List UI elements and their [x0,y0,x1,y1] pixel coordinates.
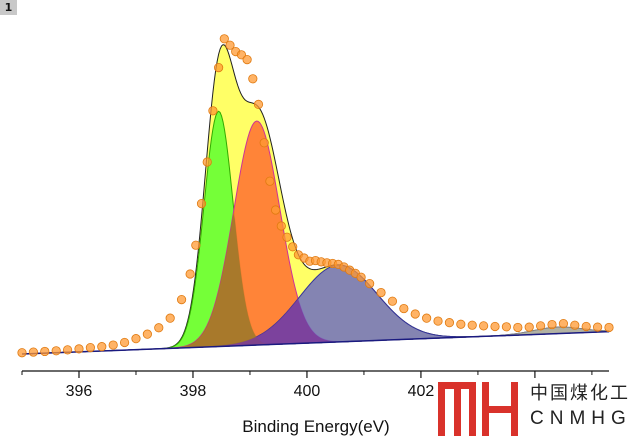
data-point [356,272,366,282]
x-axis: 396 398 400 402 [21,370,609,400]
data-point [248,74,258,84]
data-point [513,322,523,333]
data-point [570,320,580,330]
data-point [604,322,614,333]
data-point [208,106,218,116]
data-point [259,138,269,148]
data-point [219,34,229,44]
data-point [288,242,298,252]
data-points [17,34,614,358]
data-point [282,232,292,242]
x-tick-label: 400 [294,383,321,400]
x-tick-label: 402 [408,383,435,400]
cnmhg-logo: 中国煤化工 CNMHG [432,376,632,440]
data-point [433,316,443,326]
data-point [28,347,38,357]
data-point [467,320,477,330]
data-point [165,313,175,323]
data-point [558,318,569,329]
data-point [501,322,512,332]
data-point [387,296,398,306]
data-point [176,294,187,305]
data-point [479,321,489,331]
data-point [51,346,61,356]
data-point [17,348,27,358]
data-point [62,345,73,355]
x-tick-label: 396 [66,383,93,400]
data-point [214,62,224,73]
logo-chinese-text: 中国煤化工 [530,383,630,404]
data-point [131,334,141,344]
data-point [108,340,118,350]
data-point [376,287,386,298]
data-point [242,54,252,65]
data-point [191,240,201,250]
peak-areas [21,44,610,355]
data-point [253,99,264,110]
data-point [422,313,432,323]
data-point [444,318,455,328]
data-point [524,322,534,332]
data-point [547,319,557,330]
data-point [581,321,591,332]
data-point [593,322,603,332]
data-point [536,321,546,331]
logo-english-text: CNMHG [530,408,632,429]
data-point [265,176,275,186]
panel-number-badge: 1 [0,0,17,15]
data-point [271,205,281,215]
data-point [185,269,195,279]
data-point [456,319,466,329]
data-point [399,303,409,314]
data-point [142,329,152,339]
x-tick-label: 398 [180,383,207,400]
data-point [74,344,84,354]
data-point [196,199,207,209]
data-point [225,40,235,50]
data-point [40,346,50,357]
background-line [21,330,610,355]
data-point [276,221,286,231]
data-point [365,278,375,289]
cnmhg-logo-mark [438,382,518,436]
x-axis-title: Binding Energy(eV) [242,417,389,436]
data-point [202,157,212,167]
data-point [97,342,107,352]
data-point [490,321,500,332]
data-point [410,309,420,319]
data-point [85,342,95,353]
data-point [119,337,130,348]
data-point [154,323,164,333]
